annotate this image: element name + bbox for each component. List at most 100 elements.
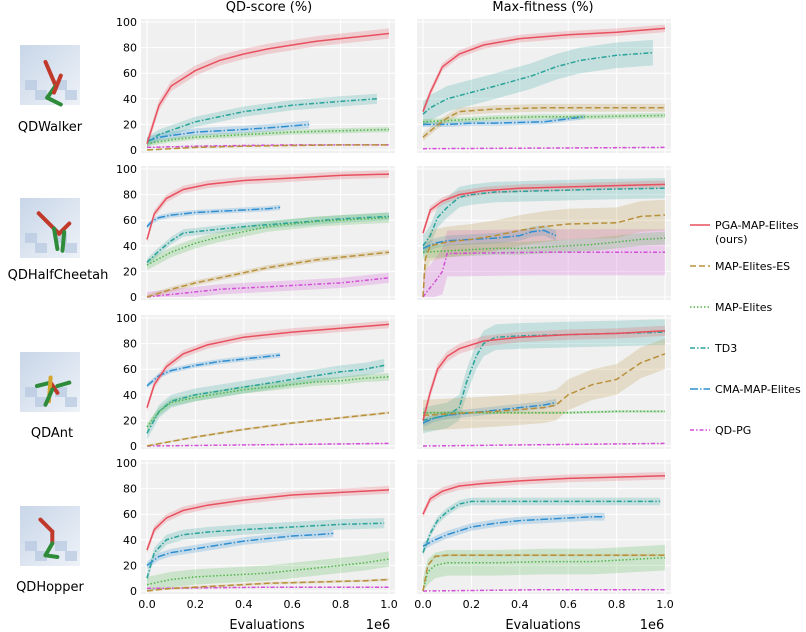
x-tick-label: 0.4 [511, 598, 529, 611]
legend-label: QD-PG [715, 424, 751, 437]
x-tick-label: 0.4 [235, 598, 253, 611]
x-tick-label: 0.0 [138, 598, 156, 611]
series-line-td3 [422, 187, 666, 247]
series-line-map-elites [146, 216, 390, 266]
band-map-elites [423, 544, 665, 591]
env-label-walker: QDWalker [18, 120, 83, 135]
series-line-qd-pg [422, 251, 665, 298]
x-tick-label: 1.0 [380, 598, 398, 611]
env-thumbnail-qdwalker [20, 45, 80, 107]
panel-qdhopper-max-fitness: 0.0 0.2 0.4 0.6 0.8 1.0 [414, 460, 674, 611]
band-td3 [423, 39, 653, 127]
col-title-qd-score: QD-score (%) [226, 0, 313, 15]
series-line-qd-pg [422, 588, 665, 592]
band-td3 [423, 178, 665, 256]
y-tick-label: 40 [123, 534, 137, 547]
series-line-pga-map-elites-ours [146, 323, 390, 408]
column-titles: QD-score (%) Max-fitness (%) [226, 0, 594, 15]
series-line-pga-map-elites-ours [422, 475, 666, 515]
band-map-elites [147, 551, 389, 591]
y-tick-label: 20 [123, 414, 137, 427]
series-line-qd-pg [146, 442, 390, 447]
series-line-pga-map-elites-ours [422, 27, 666, 112]
panel-qdant-qd-score: 0 20 40 60 80 100 [116, 312, 395, 453]
panel-qdhalfcheetah-max-fitness [417, 166, 671, 300]
series-line-cma-map-elites [146, 123, 310, 142]
series-line-pga-map-elites-ours [146, 173, 390, 240]
series-line-pga-map-elites-ours [146, 32, 390, 144]
series-line-map-elites-es [146, 578, 390, 592]
y-tick-label: 60 [123, 363, 137, 376]
y-tick-label: 80 [123, 483, 137, 496]
panel-qdhalfcheetah-qd-score: 0 20 40 60 80 100 [116, 163, 395, 304]
y-tick-label: 40 [123, 389, 137, 402]
series-line-map-elites-es [422, 353, 666, 417]
y-tick-label: 0 [130, 440, 137, 453]
y-tick-label: 100 [116, 163, 137, 176]
series-line-pga-map-elites-ours [146, 489, 390, 551]
series-line-map-elites-es [146, 251, 390, 298]
series-line-qd-pg [422, 442, 666, 447]
x-tick-label: 0.6 [559, 598, 577, 611]
y-tick-label: 100 [116, 16, 137, 29]
env-thumbnail-qdant [20, 352, 80, 412]
band-pga-map-elites-ours [423, 325, 665, 426]
col-title-max-fitness: Max-fitness (%) [492, 0, 593, 15]
legend-item-pga-map-elites-ours: PGA-MAP-Elites(ours) [690, 219, 799, 246]
x-scale-right: 1e6 [640, 618, 665, 632]
env-thumbnail-qdhalfcheetah [20, 198, 80, 258]
environment-labels: QDWalker QDHalfCheetah QDAnt QDHopper [8, 120, 109, 595]
x-tick-label: 0.8 [608, 598, 626, 611]
band-map-elites-es [147, 249, 389, 297]
legend-label: PGA-MAP-Elites [715, 219, 799, 232]
band-qd-pg [423, 229, 665, 297]
series-line-td3 [422, 500, 661, 553]
panel-qdwalker-max-fitness [417, 19, 671, 153]
environment-thumbnails [20, 45, 80, 566]
panel-background [417, 460, 671, 594]
band-td3 [423, 319, 665, 434]
series-line-pga-map-elites-ours [422, 330, 666, 421]
band-cma-map-elites [423, 512, 605, 550]
series-line-map-elites-es [422, 107, 665, 138]
y-tick-label: 40 [123, 240, 137, 253]
legend: PGA-MAP-Elites(ours) MAP-Elites-ES MAP-Eli… [690, 219, 801, 437]
legend-item-qd-pg: QD-PG [690, 424, 751, 437]
series-line-cma-map-elites [146, 532, 334, 567]
series-line-td3 [146, 522, 385, 579]
series-line-map-elites [423, 410, 665, 414]
x-axis-label-right: Evaluations [505, 618, 581, 632]
legend-item-map-elites-es: MAP-Elites-ES [690, 260, 790, 273]
y-tick-label: 0 [130, 291, 137, 304]
y-tick-label: 20 [123, 559, 137, 572]
series-line-td3 [146, 98, 377, 143]
series-line-map-elites-es [422, 214, 666, 298]
band-pga-map-elites-ours [147, 320, 389, 412]
y-tick-label: 0 [130, 144, 137, 157]
series-line-map-elites-es [146, 411, 390, 447]
x-scale-left: 1e6 [366, 618, 391, 632]
y-tick-label: 60 [123, 67, 137, 80]
x-tick-label: 0.0 [414, 598, 432, 611]
band-map-elites-es [423, 338, 665, 431]
band-cma-map-elites [423, 225, 557, 254]
series-line-cma-map-elites [423, 115, 586, 126]
env-label-halfcheetah: QDHalfCheetah [8, 268, 109, 283]
y-tick-label: 0 [130, 585, 137, 598]
y-tick-label: 20 [123, 265, 137, 278]
panel-background [141, 19, 395, 153]
band-td3 [147, 359, 385, 440]
series-line-map-elites-es [422, 554, 665, 592]
chart-panels: 0 20 40 60 80 100 0 20 40 60 80 100 0 20 40 60 80 100 0 20 4… [116, 16, 674, 611]
x-tick-label: 0.2 [463, 598, 481, 611]
legend-label: TD3 [714, 342, 737, 355]
panel-qdant-max-fitness [417, 315, 671, 449]
band-cma-map-elites [147, 204, 281, 230]
y-tick-label: 80 [123, 338, 137, 351]
band-cma-map-elites [147, 529, 334, 570]
legend-item-cma-map-elites: CMA-MAP-Elites [690, 383, 801, 396]
x-tick-label: 0.8 [332, 598, 350, 611]
series-line-cma-map-elites [422, 516, 605, 547]
band-map-elites-es [423, 103, 665, 141]
